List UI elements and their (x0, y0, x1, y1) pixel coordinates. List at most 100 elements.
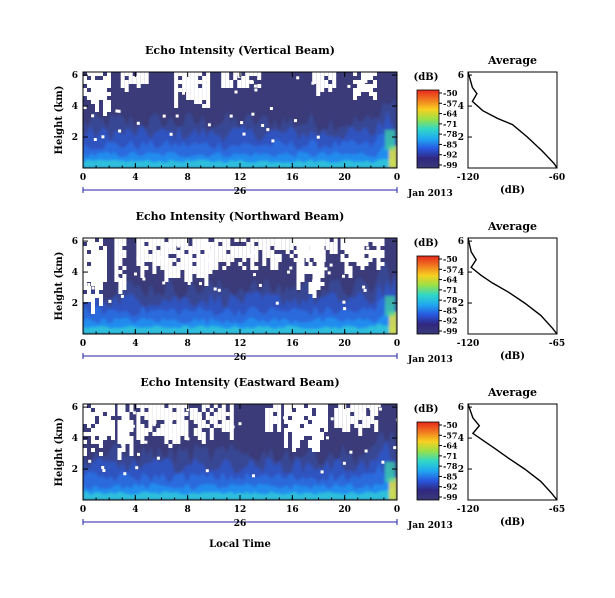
no-data-cell (296, 408, 300, 412)
no-data-cell (176, 274, 181, 278)
no-data-cell (309, 246, 314, 250)
no-data-cell (308, 444, 312, 448)
no-data-cell (364, 242, 369, 246)
no-data-cell (164, 242, 169, 246)
no-data-cell (206, 80, 211, 84)
no-data-speck (330, 417, 334, 421)
no-data-cell (99, 84, 103, 88)
no-data-cell (152, 416, 157, 420)
no-data-cell (373, 80, 377, 84)
no-data-cell (87, 424, 91, 428)
no-data-cell (296, 404, 300, 408)
average-y-tick-label: 4 (458, 102, 464, 112)
no-data-mask (83, 404, 397, 478)
no-data-cell (114, 262, 119, 266)
no-data-cell (338, 412, 343, 416)
no-data-cell (277, 412, 282, 416)
no-data-cell (361, 80, 365, 84)
no-data-cell (296, 428, 300, 432)
no-data-cell (122, 238, 127, 242)
no-data-cell (300, 412, 304, 416)
no-data-cell (184, 262, 189, 266)
no-data-cell (120, 84, 125, 88)
no-data-cell (316, 282, 321, 286)
no-data-cell (300, 274, 305, 278)
no-data-cell (338, 416, 343, 420)
no-data-cell (99, 294, 103, 298)
no-data-cell (87, 298, 91, 302)
average-x-tick-label: -65 (549, 339, 565, 349)
no-data-cell (99, 408, 103, 412)
no-data-cell (91, 96, 95, 100)
echo-peak-halo (385, 296, 395, 316)
no-data-cell (208, 270, 213, 274)
no-data-cell (366, 424, 371, 428)
no-data-cell (312, 420, 316, 424)
no-data-cell (296, 286, 301, 290)
no-data-cell (364, 262, 369, 266)
no-data-cell (164, 262, 169, 266)
no-data-speck (271, 139, 275, 143)
no-data-cell (214, 262, 219, 266)
no-data-cell (270, 262, 275, 266)
no-data-cell (237, 72, 242, 76)
y-tick-label: 2 (72, 133, 78, 143)
no-data-speck (136, 121, 140, 125)
no-data-cell (296, 416, 300, 420)
no-data-speck (182, 91, 185, 95)
no-data-cell (95, 108, 99, 112)
no-data-cell (87, 432, 91, 436)
no-data-cell (308, 266, 313, 270)
no-data-cell (83, 258, 87, 262)
no-data-speck (132, 411, 136, 415)
no-data-cell (168, 412, 173, 416)
no-data-speck (199, 415, 202, 419)
no-data-cell (274, 242, 279, 246)
no-data-cell (140, 238, 145, 242)
no-data-cell (210, 266, 215, 270)
no-data-cell (221, 404, 226, 408)
no-data-cell (121, 444, 126, 448)
average-y-tick-label: 2 (458, 299, 464, 309)
no-data-cell (333, 246, 338, 250)
no-data-cell (328, 88, 333, 92)
no-data-cell (148, 424, 153, 428)
no-data-cell (188, 262, 193, 266)
no-data-cell (281, 246, 286, 250)
no-data-cell (107, 408, 111, 412)
no-data-cell (356, 246, 361, 250)
colorbar-tick-label: -57 (443, 264, 457, 274)
no-data-cell (209, 420, 214, 424)
no-data-cell (182, 80, 187, 84)
no-data-cell (168, 408, 173, 412)
no-data-cell (320, 282, 325, 286)
no-data-cell (213, 404, 218, 408)
no-data-cell (140, 274, 145, 278)
colorbar-unit: (dB) (414, 72, 439, 83)
x-tick-label: 4 (132, 173, 138, 183)
no-data-speck (177, 244, 181, 248)
no-data-cell (362, 424, 367, 428)
no-data-cell (204, 282, 209, 286)
no-data-cell (132, 80, 137, 84)
no-data-cell (206, 92, 211, 96)
no-data-speck (231, 425, 235, 429)
colorbar-tick-label: -64 (443, 441, 458, 451)
no-data-cell (204, 238, 209, 242)
no-data-cell (192, 258, 197, 262)
no-data-cell (180, 416, 185, 420)
no-data-cell (160, 408, 165, 412)
no-data-cell (132, 76, 137, 80)
no-data-cell (368, 238, 373, 242)
x-tick-label: 4 (132, 339, 138, 349)
no-data-cell (193, 432, 198, 436)
no-data-cell (213, 424, 218, 428)
no-data-cell (83, 298, 87, 302)
no-data-cell (202, 96, 207, 100)
no-data-cell (304, 238, 309, 242)
no-data-cell (122, 274, 127, 278)
no-data-cell (95, 246, 99, 250)
no-data-cell (99, 452, 103, 456)
no-data-cell (262, 254, 267, 258)
date-label: Jan 2013 (407, 355, 453, 365)
